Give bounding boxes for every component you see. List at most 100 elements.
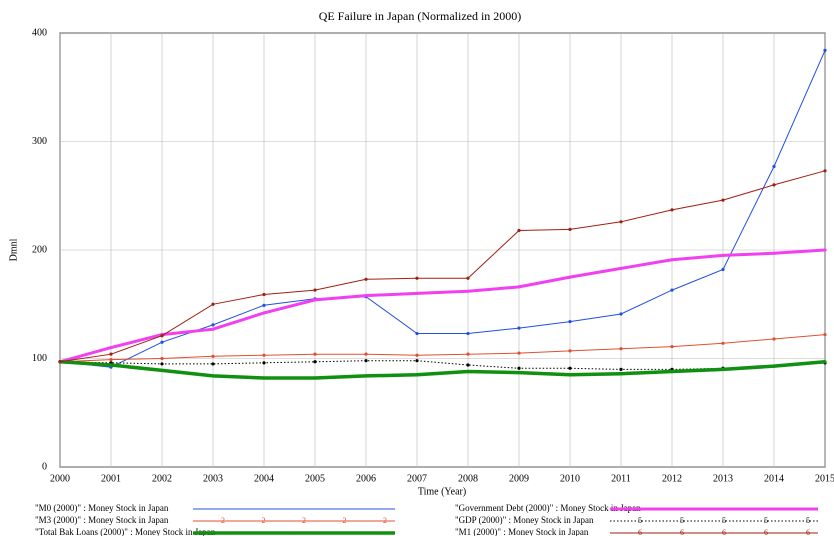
legend-marker: 5 [638,516,642,525]
data-point [466,289,470,293]
data-point [160,334,164,338]
data-point [160,340,164,344]
data-point [466,363,470,367]
legend-label: "Government Debt (2000)" : Money Stock i… [455,503,641,513]
x-tick-label: 2007 [407,473,427,484]
data-point [415,291,419,295]
data-point [415,353,419,357]
data-point [415,359,419,363]
data-point [262,376,266,380]
data-point [721,341,725,345]
legend-marker: 5 [806,516,810,525]
data-point [619,220,623,224]
x-tick-label: 2010 [560,473,580,484]
data-point [772,337,776,341]
data-point [211,374,215,378]
legend-marker: 2 [383,516,387,525]
x-tick-label: 2000 [50,473,70,484]
data-point [364,352,368,356]
data-point [262,361,266,365]
x-tick-label: 2003 [203,473,223,484]
x-tick-label: 2011 [611,473,631,484]
legend-marker: 6 [806,528,810,536]
y-axis-label: Dmnl [8,238,19,261]
data-point [211,302,215,306]
legend-label: "M3 (2000)" : Money Stock in Japan [35,515,169,525]
series-line [59,334,826,363]
data-point [772,251,776,255]
data-point [262,311,266,315]
data-point [721,367,725,371]
data-point [313,298,317,302]
x-tick-label: 2005 [305,473,325,484]
x-tick-label: 2008 [458,473,478,484]
data-point [670,258,674,262]
x-tick-label: 2001 [101,473,121,484]
data-point [211,362,215,366]
y-tick-label: 200 [32,244,47,255]
y-tick-label: 0 [42,461,47,472]
x-tick-label: 2004 [254,473,274,484]
data-point [823,169,827,173]
data-point [823,248,827,252]
legend-label: "M1 (2000)" : Money Stock in Japan [455,527,589,536]
data-point [517,351,521,355]
legend-marker: 2 [221,516,225,525]
legend-marker: 6 [638,528,642,536]
data-point [517,366,521,370]
x-axis-label: Time (Year) [418,486,466,497]
x-tick-label: 2015 [815,473,834,484]
data-point [568,373,572,377]
series-line [59,170,826,363]
data-point [823,360,827,364]
data-point [517,371,521,375]
data-point [670,369,674,374]
data-point [670,344,674,349]
data-point [619,367,623,371]
legend-marker: 5 [722,516,726,525]
data-point [568,366,572,370]
data-point [823,48,827,52]
data-point [364,359,368,363]
legend-marker: 5 [764,516,768,525]
legend-marker: 6 [764,528,768,536]
x-tick-label: 2006 [356,473,376,484]
data-point [313,352,317,356]
data-point [772,183,776,187]
data-point [364,374,368,378]
legend-marker: 2 [262,516,266,525]
data-point [313,360,317,364]
data-point [517,228,521,233]
data-point [109,363,113,367]
legend-marker: 5 [680,516,684,525]
data-point [415,331,419,336]
data-point [109,357,113,362]
data-point [364,293,368,298]
data-point [568,227,572,231]
data-point [619,312,623,316]
legend-marker: 6 [680,528,684,536]
data-point [517,285,521,289]
data-point [313,288,317,292]
x-tick-label: 2009 [509,473,529,484]
chart-title: QE Failure in Japan (Normalized in 2000) [319,9,522,23]
data-point [160,356,164,361]
data-point [211,354,215,358]
data-point [58,360,62,364]
data-point [364,277,368,281]
legend-label: "GDP (2000)" : Money Stock in Japan [455,515,594,525]
data-point [466,331,470,336]
data-point [262,292,266,297]
data-point [670,288,674,292]
x-tick-label: 2013 [713,473,733,484]
data-point [568,320,572,324]
x-tick-label: 2014 [764,473,784,484]
data-point [670,208,674,212]
legend-marker: 2 [302,516,306,525]
data-point [313,376,317,380]
data-point [466,276,470,280]
data-point [160,368,164,373]
data-point [721,253,725,258]
series-line [59,50,826,368]
